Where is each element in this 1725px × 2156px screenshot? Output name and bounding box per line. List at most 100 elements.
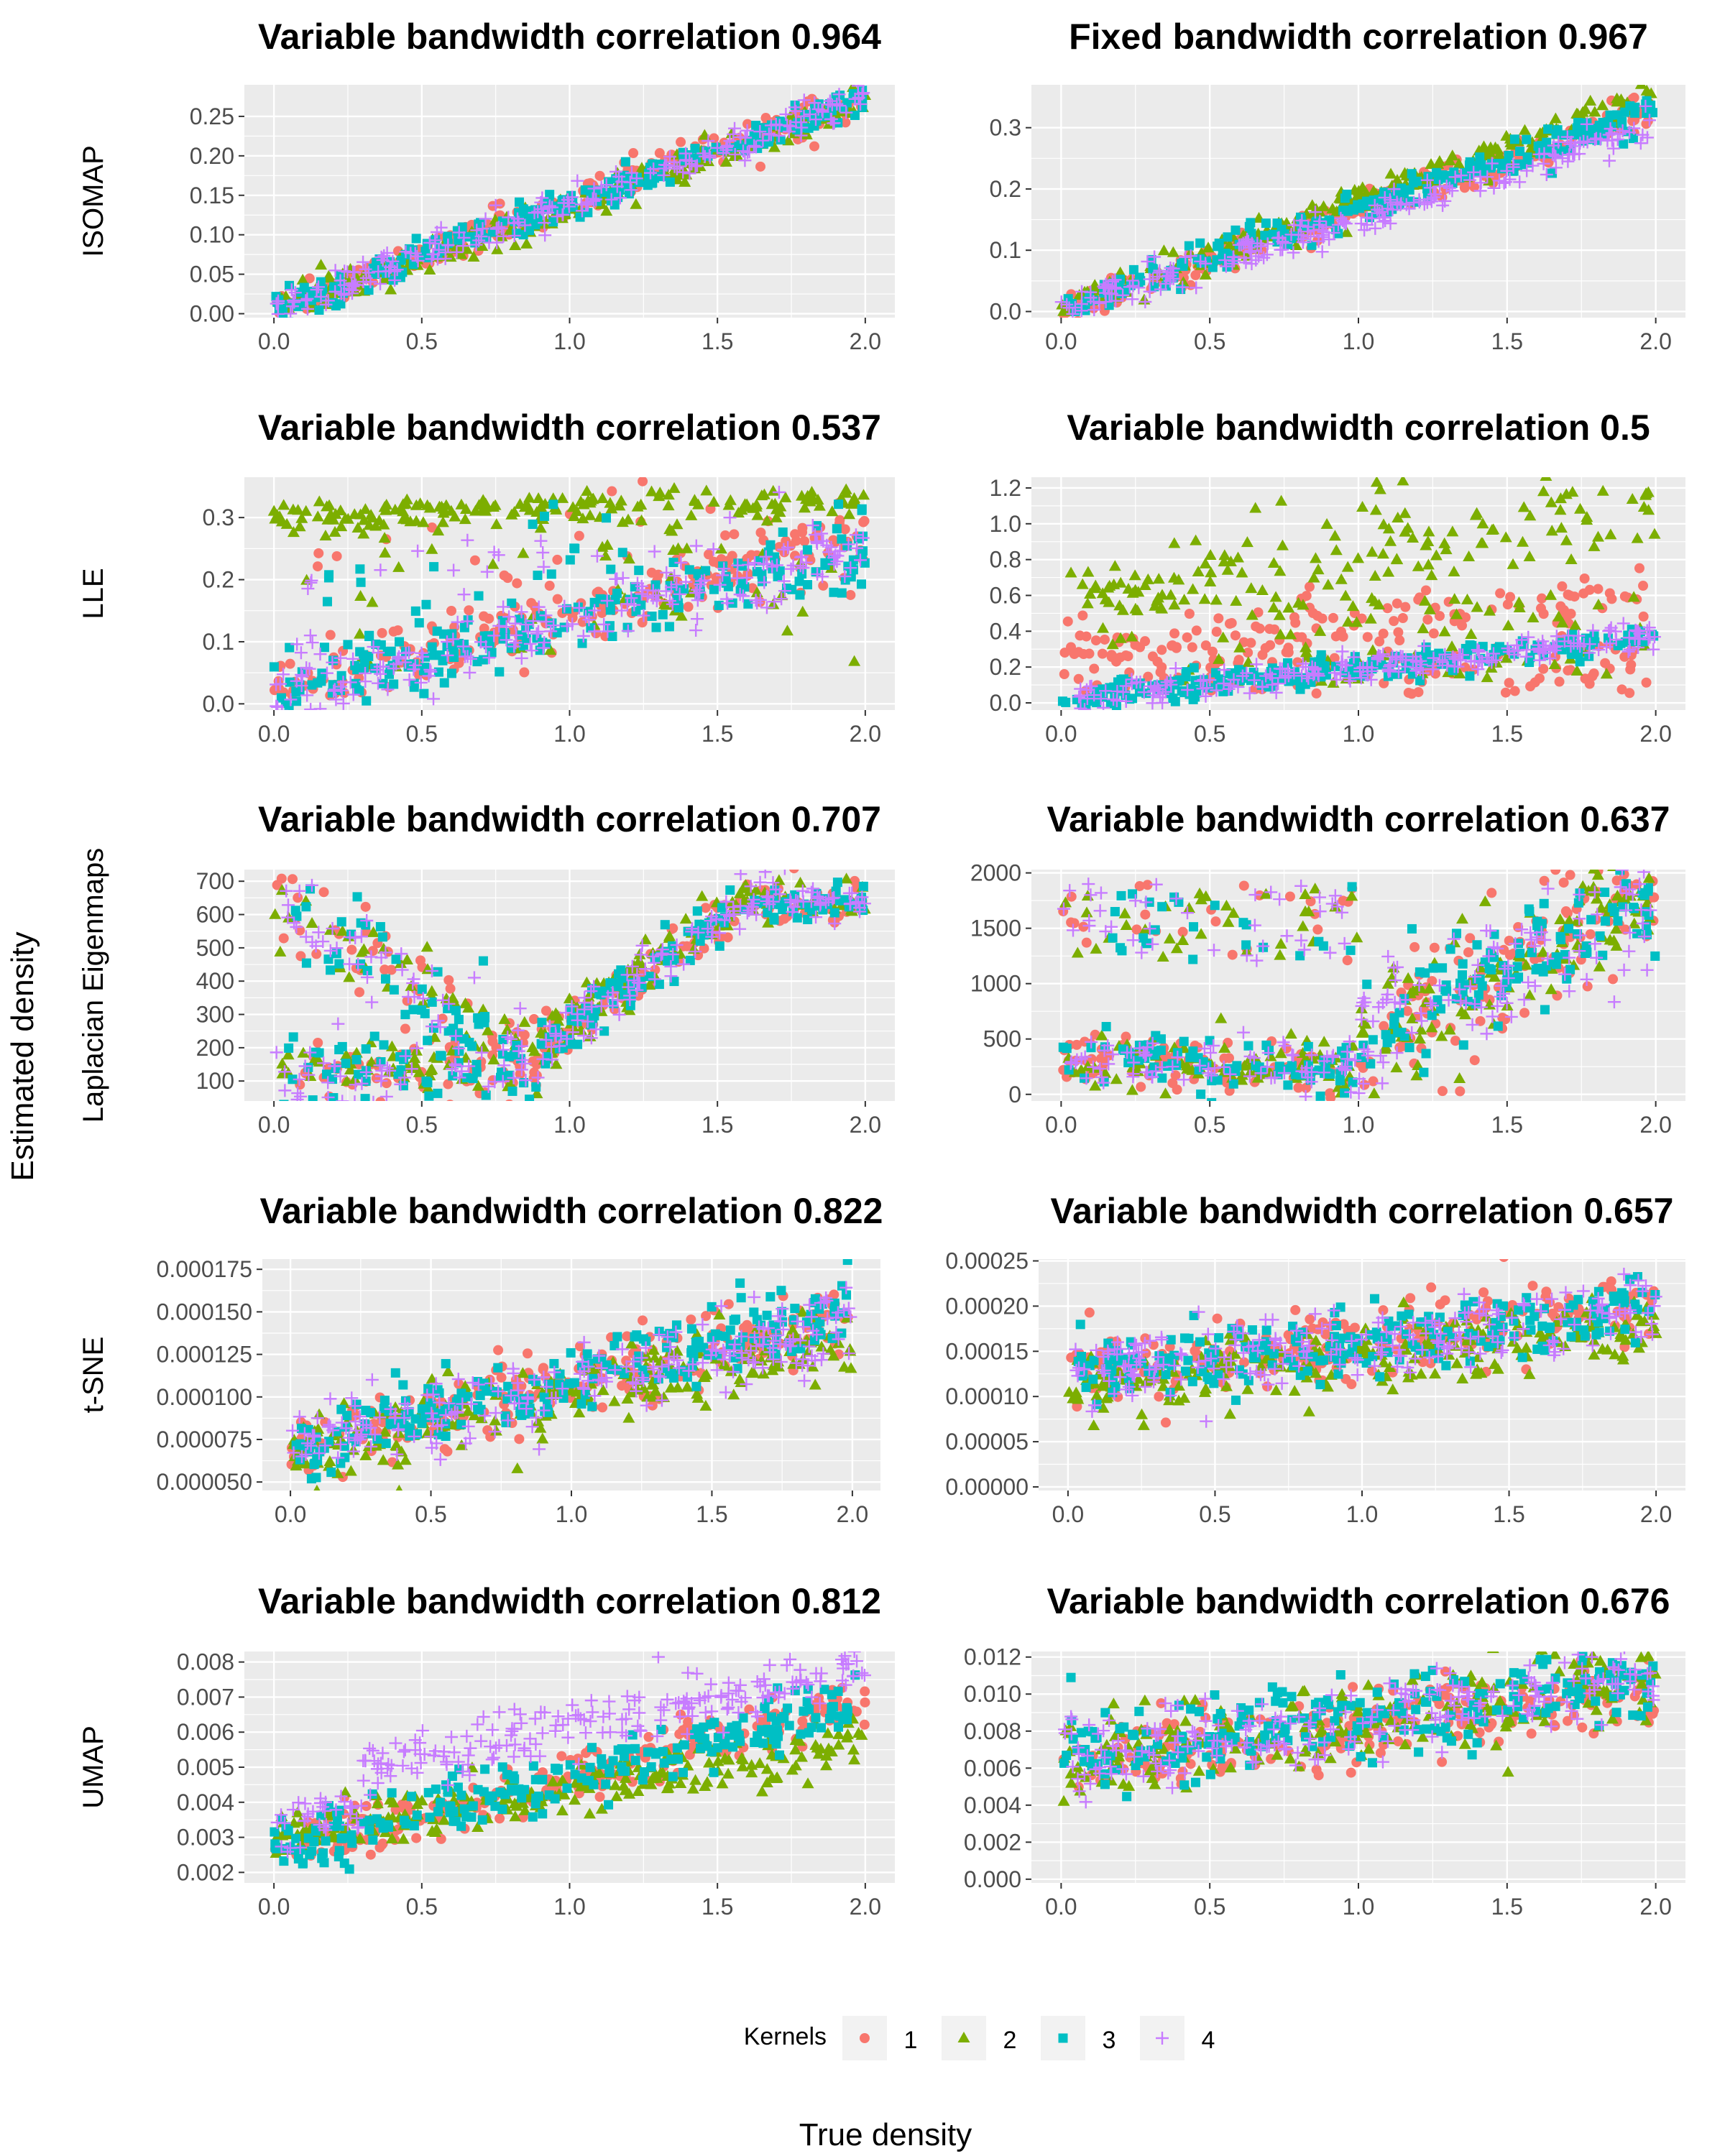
point [663, 149, 676, 163]
point [1623, 642, 1637, 656]
point [1097, 622, 1110, 633]
point [543, 1019, 556, 1033]
point [778, 527, 788, 537]
point [579, 609, 592, 623]
point [299, 294, 313, 308]
point [310, 283, 323, 297]
y-tick-label: 200 [196, 1035, 234, 1061]
point [345, 283, 359, 297]
point [807, 905, 817, 915]
point [1172, 573, 1185, 585]
point [395, 947, 408, 961]
point [577, 638, 587, 648]
scatter-points [1054, 85, 1657, 318]
point [343, 971, 356, 982]
point [1283, 647, 1294, 658]
point [1097, 701, 1110, 710]
point [1453, 667, 1466, 678]
point [1537, 593, 1547, 604]
point [1128, 264, 1138, 275]
point [1297, 632, 1307, 642]
point [685, 955, 695, 965]
point [293, 884, 306, 898]
point [497, 600, 510, 614]
point [1545, 525, 1558, 536]
point [411, 254, 425, 267]
point [499, 570, 510, 581]
point [1225, 257, 1239, 270]
point [700, 484, 713, 496]
point [834, 499, 844, 510]
point [1097, 648, 1108, 659]
point [1179, 250, 1192, 264]
point [1099, 295, 1113, 308]
point [1526, 159, 1540, 172]
point [518, 1056, 532, 1070]
point [433, 1088, 443, 1098]
point [454, 1015, 464, 1025]
point [607, 486, 617, 497]
point [304, 273, 315, 284]
point [1107, 693, 1121, 706]
point [379, 1040, 389, 1050]
point [704, 549, 714, 560]
point [623, 175, 637, 189]
point [856, 531, 870, 545]
point [703, 149, 717, 162]
point [843, 508, 856, 520]
point [413, 1066, 426, 1077]
point [459, 650, 472, 663]
point [663, 523, 676, 535]
point [590, 549, 604, 563]
point [443, 975, 454, 985]
point [760, 601, 773, 614]
point [1644, 87, 1657, 98]
point [786, 558, 800, 572]
point [346, 688, 360, 701]
point [501, 1023, 514, 1035]
point [1190, 270, 1201, 280]
point [1550, 630, 1563, 643]
y-tick-label: 0.4 [990, 618, 1021, 644]
point [1624, 688, 1635, 699]
point [731, 558, 745, 572]
point [482, 1024, 494, 1036]
point [1563, 665, 1573, 676]
y-tick-label: 0.3 [990, 115, 1021, 141]
point [1348, 183, 1361, 195]
point [1625, 664, 1636, 675]
point [410, 1041, 423, 1055]
point [683, 602, 694, 612]
point [797, 527, 808, 538]
point [1609, 633, 1623, 647]
x-tick-label: 1.5 [702, 721, 733, 747]
point [1204, 549, 1217, 561]
point [1429, 942, 1440, 953]
point [381, 683, 395, 696]
point [1487, 181, 1501, 195]
point [378, 273, 391, 285]
point [1156, 696, 1169, 709]
point [275, 515, 288, 527]
point [419, 688, 429, 699]
point [714, 941, 724, 951]
point [539, 1033, 553, 1046]
point [1317, 613, 1328, 624]
point [341, 1059, 351, 1069]
point [381, 1078, 392, 1089]
point [1564, 640, 1578, 653]
point [1421, 585, 1432, 596]
point [689, 539, 703, 553]
point [326, 922, 339, 936]
point [1202, 241, 1215, 253]
point [369, 1031, 380, 1041]
point [1230, 594, 1243, 606]
point [746, 900, 760, 914]
point [1077, 610, 1088, 621]
point [1114, 266, 1127, 277]
point [822, 545, 836, 559]
point [1539, 875, 1550, 886]
point [1499, 531, 1512, 543]
point [1315, 245, 1329, 259]
point [1567, 636, 1581, 650]
